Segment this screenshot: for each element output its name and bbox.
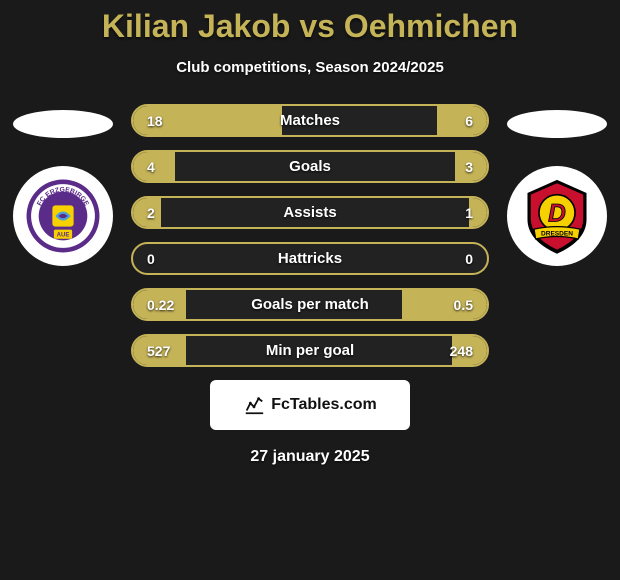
stat-label: Matches [133,112,487,129]
stat-value-right: 3 [465,159,473,175]
page-title: Kilian Jakob vs Oehmichen [0,8,620,45]
stat-bar: Matches18 6 [131,104,489,137]
stat-value-left: 527 [147,343,170,359]
player-silhouette-right [507,110,607,138]
main-row: FC ERZGEBIRGE AUE Matches18 6 Goals4 3 Assis… [0,104,620,367]
source-label: FcTables.com [271,396,377,414]
aue-crest-icon: FC ERZGEBIRGE AUE [25,178,101,254]
svg-text:DRESDEN: DRESDEN [541,231,573,238]
svg-text:AUE: AUE [57,232,70,239]
stat-value-left: 0.22 [147,297,174,313]
source-badge: FcTables.com [210,380,410,430]
stat-value-left: 4 [147,159,155,175]
stat-value-right: 0 [465,251,473,267]
stat-label: Assists [133,204,487,221]
dynamo-crest-icon: D DRESDEN [516,175,598,257]
stat-bar: Goals4 3 [131,150,489,183]
stat-value-left: 0 [147,251,155,267]
stat-bars: Matches18 6 Goals4 3 Assists2 1 Hattricks0 0 Goa… [131,104,489,367]
stat-label: Goals per match [133,296,487,313]
date-label: 27 january 2025 [0,448,620,466]
club-crest-right: D DRESDEN [507,166,607,266]
stat-value-right: 0.5 [454,297,473,313]
stat-value-right: 1 [465,205,473,221]
right-side: D DRESDEN [497,104,617,266]
stat-label: Hattricks [133,250,487,267]
svg-text:D: D [548,201,566,228]
stat-value-right: 6 [465,113,473,129]
stat-value-left: 18 [147,113,163,129]
chart-icon [243,394,265,416]
left-side: FC ERZGEBIRGE AUE [3,104,123,266]
player-silhouette-left [13,110,113,138]
stat-bar: Hattricks0 0 [131,242,489,275]
club-crest-left: FC ERZGEBIRGE AUE [13,166,113,266]
stat-value-right: 248 [450,343,473,359]
stat-bar: Goals per match0.22 0.5 [131,288,489,321]
stat-value-left: 2 [147,205,155,221]
stat-bar: Min per goal527 248 [131,334,489,367]
infographic: Kilian Jakob vs Oehmichen Club competiti… [0,0,620,466]
stat-bar: Assists2 1 [131,196,489,229]
subtitle: Club competitions, Season 2024/2025 [0,59,620,76]
stat-label: Goals [133,158,487,175]
stat-label: Min per goal [133,342,487,359]
